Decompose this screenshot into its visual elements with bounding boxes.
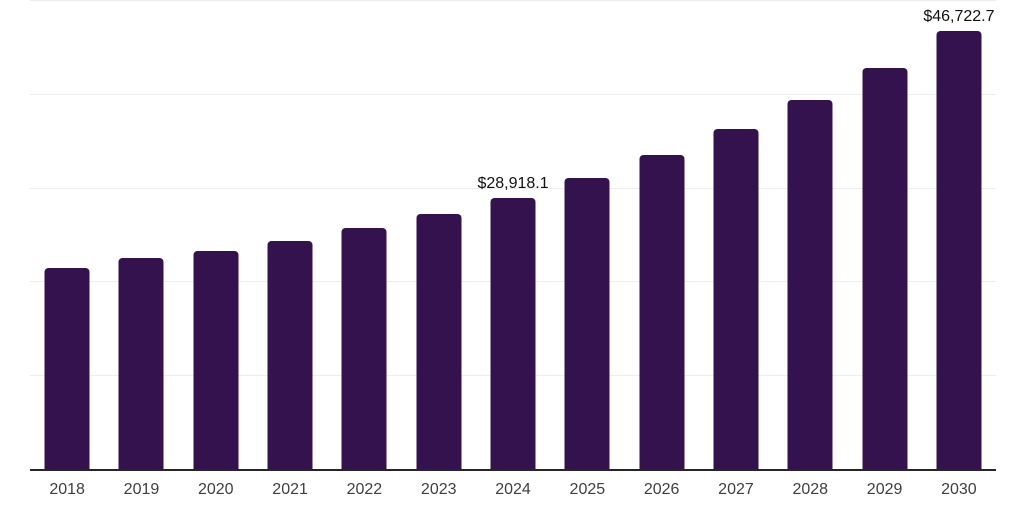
- gridline-40000: [30, 93, 996, 95]
- x-tick-label-2027: 2027: [718, 481, 754, 498]
- gridline-30000: [30, 187, 996, 189]
- x-tick-label-2021: 2021: [272, 481, 308, 498]
- bar-2025[interactable]: [564, 177, 610, 469]
- x-tick-label-2026: 2026: [643, 481, 680, 498]
- x-tick-label-2024: 2024: [495, 481, 531, 498]
- data-label-2030: $46,722.7: [923, 7, 995, 25]
- bar-slot-2028: [773, 0, 847, 469]
- x-tick-label-2030: 2030: [941, 481, 977, 498]
- bar-2029[interactable]: [862, 68, 908, 469]
- plot-area: $28,918.1 $46,722.7: [30, 0, 996, 471]
- x-tick-label-2029: 2029: [866, 481, 903, 498]
- bar-slot-2023: [402, 0, 476, 469]
- bar-slot-2021: [253, 0, 327, 469]
- x-tick-label-2019: 2019: [123, 481, 160, 498]
- x-tick-label-2025: 2025: [569, 481, 606, 498]
- bar-slot-2030: $46,722.7: [922, 0, 996, 469]
- x-tick-label-2023: 2023: [420, 481, 457, 498]
- bar-2026[interactable]: [639, 155, 685, 469]
- x-tick-label-2018: 2018: [49, 481, 85, 498]
- bar-slot-2029: [847, 0, 921, 469]
- bars-container: $28,918.1 $46,722.7: [30, 0, 996, 469]
- x-tick-label-2022: 2022: [346, 481, 383, 498]
- bar-2018[interactable]: [44, 267, 90, 469]
- bar-2020[interactable]: [193, 250, 239, 469]
- bar-slot-2026: [625, 0, 699, 469]
- bar-2028[interactable]: [787, 100, 833, 469]
- x-axis-labels: 2018 2019 2020 2021 2022 2023 2024 2025 2026 2027…: [30, 480, 996, 500]
- bar-2030[interactable]: [936, 30, 982, 469]
- x-tick-label-2028: 2028: [792, 481, 829, 498]
- bar-slot-2018: [30, 0, 104, 469]
- bar-slot-2022: [327, 0, 401, 469]
- data-label-2024: $28,918.1: [477, 174, 549, 192]
- bar-2019[interactable]: [118, 257, 164, 469]
- gridline-50000: [30, 0, 996, 1]
- bar-slot-2024: $28,918.1: [476, 0, 550, 469]
- bar-2021[interactable]: [267, 240, 313, 469]
- x-axis-line: [30, 469, 996, 471]
- x-tick-label-2020: 2020: [197, 481, 234, 498]
- bar-slot-2019: [104, 0, 178, 469]
- bar-2022[interactable]: [341, 227, 387, 469]
- bar-2027[interactable]: [713, 128, 759, 469]
- bar-2024[interactable]: [490, 197, 536, 469]
- bar-2023[interactable]: [416, 213, 462, 469]
- bar-slot-2025: [550, 0, 624, 469]
- bar-slot-2020: [179, 0, 253, 469]
- bar-slot-2027: [699, 0, 773, 469]
